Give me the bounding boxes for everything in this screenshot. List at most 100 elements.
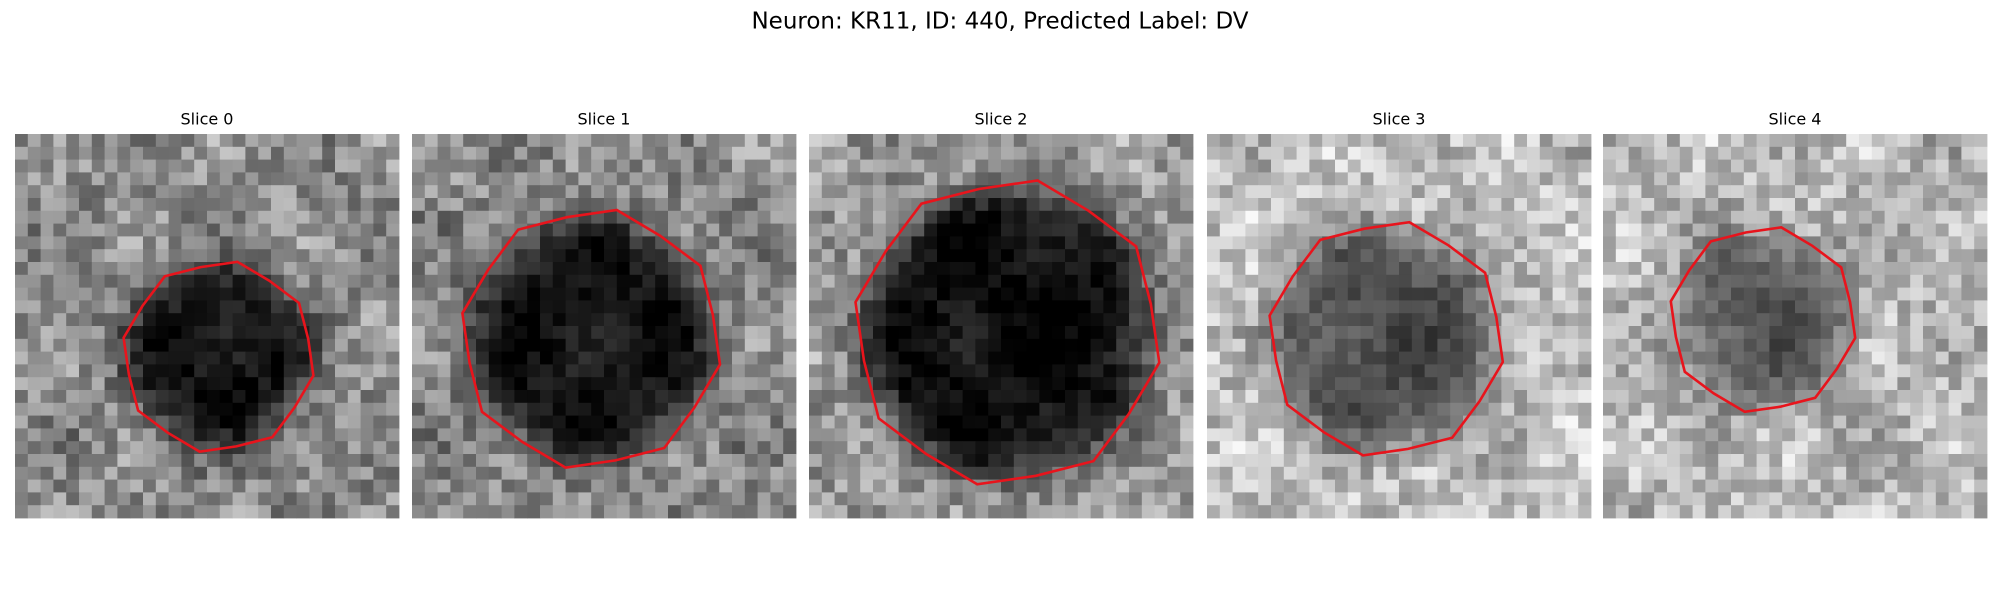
pixel [1641,146,1655,160]
pixel [873,390,887,404]
pixel [668,287,682,301]
pixel [1347,492,1361,506]
pixel [1283,466,1297,480]
pixel [104,198,118,212]
pixel [1039,454,1053,468]
pixel [1539,236,1553,250]
pixel [1052,415,1066,429]
pixel [322,390,336,404]
pixel [1271,198,1285,212]
pixel [1897,377,1911,391]
pixel [565,415,579,429]
pixel [53,377,67,391]
pixel [194,454,208,468]
pixel [873,300,887,314]
pixel [616,441,630,455]
pixel [1578,338,1592,352]
pixel [1207,210,1221,224]
pixel [1347,313,1361,327]
pixel [373,172,387,186]
pixel [1180,390,1194,404]
pixel [924,249,938,263]
pixel [1245,441,1259,455]
pixel [1141,415,1155,429]
pixel [1692,505,1706,519]
pixel [540,134,554,148]
pixel [219,351,233,365]
pixel [283,236,297,250]
pixel [283,249,297,263]
pixel [1615,454,1629,468]
pixel [514,172,528,186]
pixel [91,134,105,148]
pixel [1154,210,1168,224]
pixel [1219,364,1233,378]
pixel [655,466,669,480]
pixel [1154,249,1168,263]
pixel [1897,364,1911,378]
pixel [629,479,643,493]
pixel [604,210,618,224]
pixel [1207,159,1221,173]
pixel [1527,351,1541,365]
pixel [1615,326,1629,340]
pixel [309,338,323,352]
pixel [924,210,938,224]
pixel [680,287,694,301]
pixel [488,351,502,365]
pixel [1974,262,1988,276]
pixel [616,236,630,250]
pixel [258,402,272,416]
pixel [373,262,387,276]
pixel [1437,326,1451,340]
pixel [258,364,272,378]
pixel [616,351,630,365]
pixel [1116,390,1130,404]
pixel [1424,377,1438,391]
pixel [347,415,361,429]
pixel [1974,338,1988,352]
pixel [821,223,835,237]
pixel [937,249,951,263]
pixel [1154,185,1168,199]
pixel [1283,262,1297,276]
pixel [578,338,592,352]
pixel [488,454,502,468]
pixel [117,287,131,301]
pixel [1488,134,1502,148]
pixel [1756,198,1770,212]
pixel [117,159,131,173]
pixel [181,300,195,314]
pixel [1743,262,1757,276]
pixel [847,146,861,160]
pixel [1141,390,1155,404]
pixel [937,390,951,404]
pixel [783,415,797,429]
pixel [924,313,938,327]
pixel [1667,236,1681,250]
pixel [309,402,323,416]
pixel [181,428,195,442]
pixel [629,223,643,237]
pixel [1399,198,1413,212]
pixel [1910,198,1924,212]
pixel [450,134,464,148]
pixel [219,505,233,519]
pixel [1271,146,1285,160]
pixel [1910,274,1924,288]
pixel [1232,364,1246,378]
pixel [1910,172,1924,186]
pixel [719,236,733,250]
pixel [744,262,758,276]
pixel [1065,210,1079,224]
pixel [1807,249,1821,263]
pixel [1705,210,1719,224]
pixel [15,505,29,519]
pixel [706,223,720,237]
pixel [1039,223,1053,237]
pixel [1386,274,1400,288]
pixel [232,402,246,416]
pixel [1552,428,1566,442]
pixel [1039,326,1053,340]
pixel [424,159,438,173]
